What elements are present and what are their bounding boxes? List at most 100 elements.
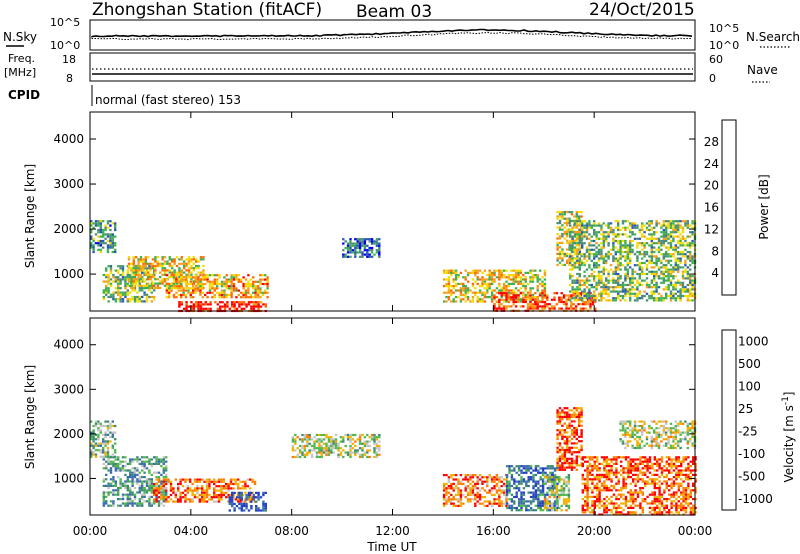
echo-cell (483, 489, 487, 492)
echo-cell (155, 487, 158, 490)
echo-cell (617, 294, 620, 298)
echo-cell (572, 303, 575, 306)
echo-cell (109, 422, 112, 425)
echo-cell (650, 226, 653, 229)
echo-cell (585, 226, 589, 229)
echo-cell (591, 489, 594, 492)
echo-cell (602, 270, 605, 273)
echo-cell (107, 491, 110, 494)
echo-cell (629, 224, 632, 227)
echo-cell (597, 299, 601, 302)
echo-cell (450, 500, 453, 503)
echo-cell (153, 289, 156, 292)
echo-cell (612, 237, 615, 240)
echo-cell (570, 442, 574, 445)
echo-cell (563, 222, 566, 225)
echo-cell (483, 296, 487, 299)
echo-cell (464, 293, 467, 296)
echo-cell (298, 455, 302, 459)
echo-cell (361, 455, 364, 459)
echo-cell (141, 462, 144, 465)
echo-cell (261, 282, 264, 286)
echo-cell (555, 498, 559, 501)
echo-cell (351, 442, 355, 445)
echo-cell (141, 300, 144, 303)
echo-cell (591, 465, 594, 468)
echo-cell (354, 242, 357, 245)
echo-cell (556, 409, 559, 412)
echo-cell (109, 220, 112, 223)
echo-cell (563, 252, 566, 255)
echo-cell (679, 297, 682, 300)
echo-cell (204, 293, 207, 297)
echo-cell (507, 278, 511, 281)
echo-cell (262, 303, 265, 306)
echo-cell (135, 273, 138, 276)
echo-cell (669, 294, 673, 298)
echo-cell (598, 502, 601, 505)
echo-cell (619, 299, 622, 302)
echo-cell (546, 473, 550, 477)
echo-cell (139, 256, 143, 259)
echo-cell (669, 281, 673, 284)
echo-cell (527, 467, 530, 470)
echo-cell (507, 294, 511, 297)
echo-cell (474, 502, 477, 505)
echo-cell (358, 433, 362, 437)
echo-cell (653, 233, 656, 236)
echo-cell (181, 496, 185, 499)
echo-cell (202, 271, 205, 274)
echo-cell (607, 281, 610, 284)
echo-cell (510, 476, 514, 479)
echo-cell (361, 453, 364, 456)
echo-cell (607, 231, 610, 234)
echo-cell (262, 507, 265, 510)
echo-cell (154, 260, 157, 263)
echo-cell (543, 504, 547, 507)
echo-cell (544, 493, 547, 496)
echo-cell (593, 224, 596, 227)
echo-cell (590, 259, 593, 262)
echo-cell (466, 491, 470, 494)
echo-cell (308, 438, 311, 441)
echo-cell (602, 231, 605, 234)
echo-cell (584, 307, 587, 310)
echo-cell (558, 211, 562, 214)
echo-cell (614, 253, 617, 256)
echo-cell (339, 447, 343, 450)
echo-cell (92, 429, 95, 432)
echo-cell (464, 485, 467, 488)
echo-cell (629, 235, 632, 238)
echo-cell (555, 485, 559, 488)
echo-cell (498, 478, 501, 481)
echo-cell (445, 491, 448, 494)
echo-cell (500, 489, 503, 492)
echo-cell (672, 268, 675, 271)
echo-cell (667, 283, 670, 287)
echo-cell (684, 224, 687, 227)
echo-cell (629, 244, 632, 247)
echo-cell (667, 222, 670, 225)
echo-cell (553, 493, 556, 496)
echo-cell (558, 507, 561, 510)
echo-cell (512, 292, 515, 295)
echo-cell (171, 264, 174, 268)
echo-cell (655, 261, 658, 265)
echo-cell (543, 500, 547, 503)
echo-cell (665, 297, 668, 300)
echo-cell (378, 251, 381, 254)
echo-cell (488, 489, 491, 492)
echo-cell (510, 498, 514, 501)
echo-cell (183, 267, 186, 270)
echo-cell (541, 504, 545, 507)
echo-cell (519, 292, 523, 295)
echo-cell (581, 283, 584, 287)
echo-cell (162, 480, 165, 483)
echo-cell (459, 282, 463, 285)
beam-title: Beam 03 (356, 2, 432, 22)
echo-cell (313, 440, 316, 443)
echo-cell (655, 281, 658, 284)
echo-cell (256, 291, 260, 294)
echo-cell (607, 257, 610, 260)
echo-cell (534, 307, 537, 310)
